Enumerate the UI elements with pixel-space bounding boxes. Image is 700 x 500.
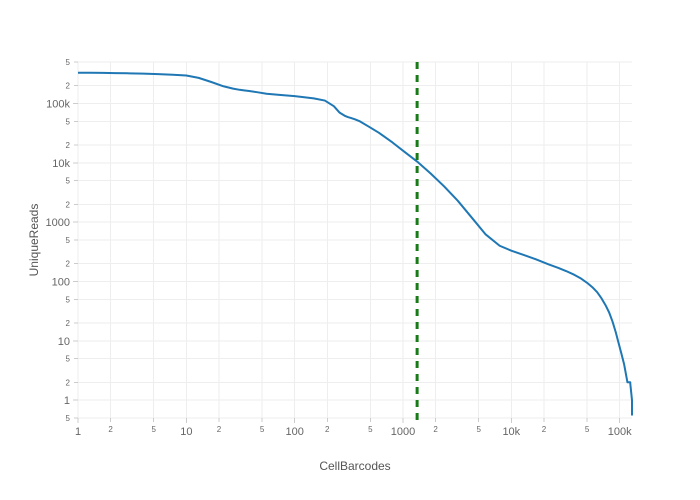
ticklabel-y: 2 <box>66 260 71 269</box>
ticklabel-x: 100k <box>608 426 632 438</box>
ticklabel-x: 5 <box>368 425 373 434</box>
unique-reads-line <box>78 71 633 416</box>
ticklabel-y: 10 <box>58 336 70 348</box>
ticklabel-y: 1 <box>64 395 70 407</box>
y-tickmarks <box>73 61 78 419</box>
ticklabel-y: 2 <box>66 378 71 387</box>
ticklabel-x: 10k <box>502 426 520 438</box>
ticklabel-y: 1000 <box>46 217 70 229</box>
x-axis-title: CellBarcodes <box>319 459 390 473</box>
ticklabel-y: 2 <box>66 82 71 91</box>
y-axis-title: UniqueReads <box>27 204 41 277</box>
y-gridlines <box>78 61 632 419</box>
y-ticklabels: 1 10 100 1000 10k 100k 5 2 5 2 5 2 5 2 5 2 5 2 5 <box>46 58 71 423</box>
x-ticklabels: 1 10 100 1000 10k 100k 2 5 2 5 2 5 2 5 2 5 <box>75 425 632 438</box>
ticklabel-y: 2 <box>66 319 71 328</box>
ticklabel-y: 5 <box>66 236 71 245</box>
ticklabel-x: 2 <box>433 425 438 434</box>
ticklabel-y: 10k <box>52 158 70 170</box>
ticklabel-x: 1 <box>75 426 81 438</box>
ticklabel-y: 5 <box>66 177 71 186</box>
ticklabel-y: 5 <box>66 355 71 364</box>
ticklabel-x: 2 <box>542 425 547 434</box>
ticklabel-x: 2 <box>217 425 222 434</box>
x-tickmarks <box>77 418 621 423</box>
ticklabel-y: 100 <box>52 276 70 288</box>
ticklabel-x: 5 <box>585 425 590 434</box>
ticklabel-x: 5 <box>260 425 265 434</box>
ticklabel-y: 5 <box>66 58 71 67</box>
ticklabel-x: 2 <box>108 425 113 434</box>
ticklabel-y: 100k <box>46 98 70 110</box>
ticklabel-y: 5 <box>66 414 71 423</box>
ticklabel-y: 5 <box>66 295 71 304</box>
ticklabel-y: 2 <box>66 141 71 150</box>
ticklabel-x: 2 <box>325 425 330 434</box>
ticklabel-y: 5 <box>66 117 71 126</box>
ticklabel-x: 100 <box>285 426 303 438</box>
ticklabel-x: 10 <box>180 426 192 438</box>
ticklabel-y: 2 <box>66 200 71 209</box>
ticklabel-x: 5 <box>151 425 156 434</box>
ticklabel-x: 1000 <box>391 426 415 438</box>
ticklabel-x: 5 <box>476 425 481 434</box>
